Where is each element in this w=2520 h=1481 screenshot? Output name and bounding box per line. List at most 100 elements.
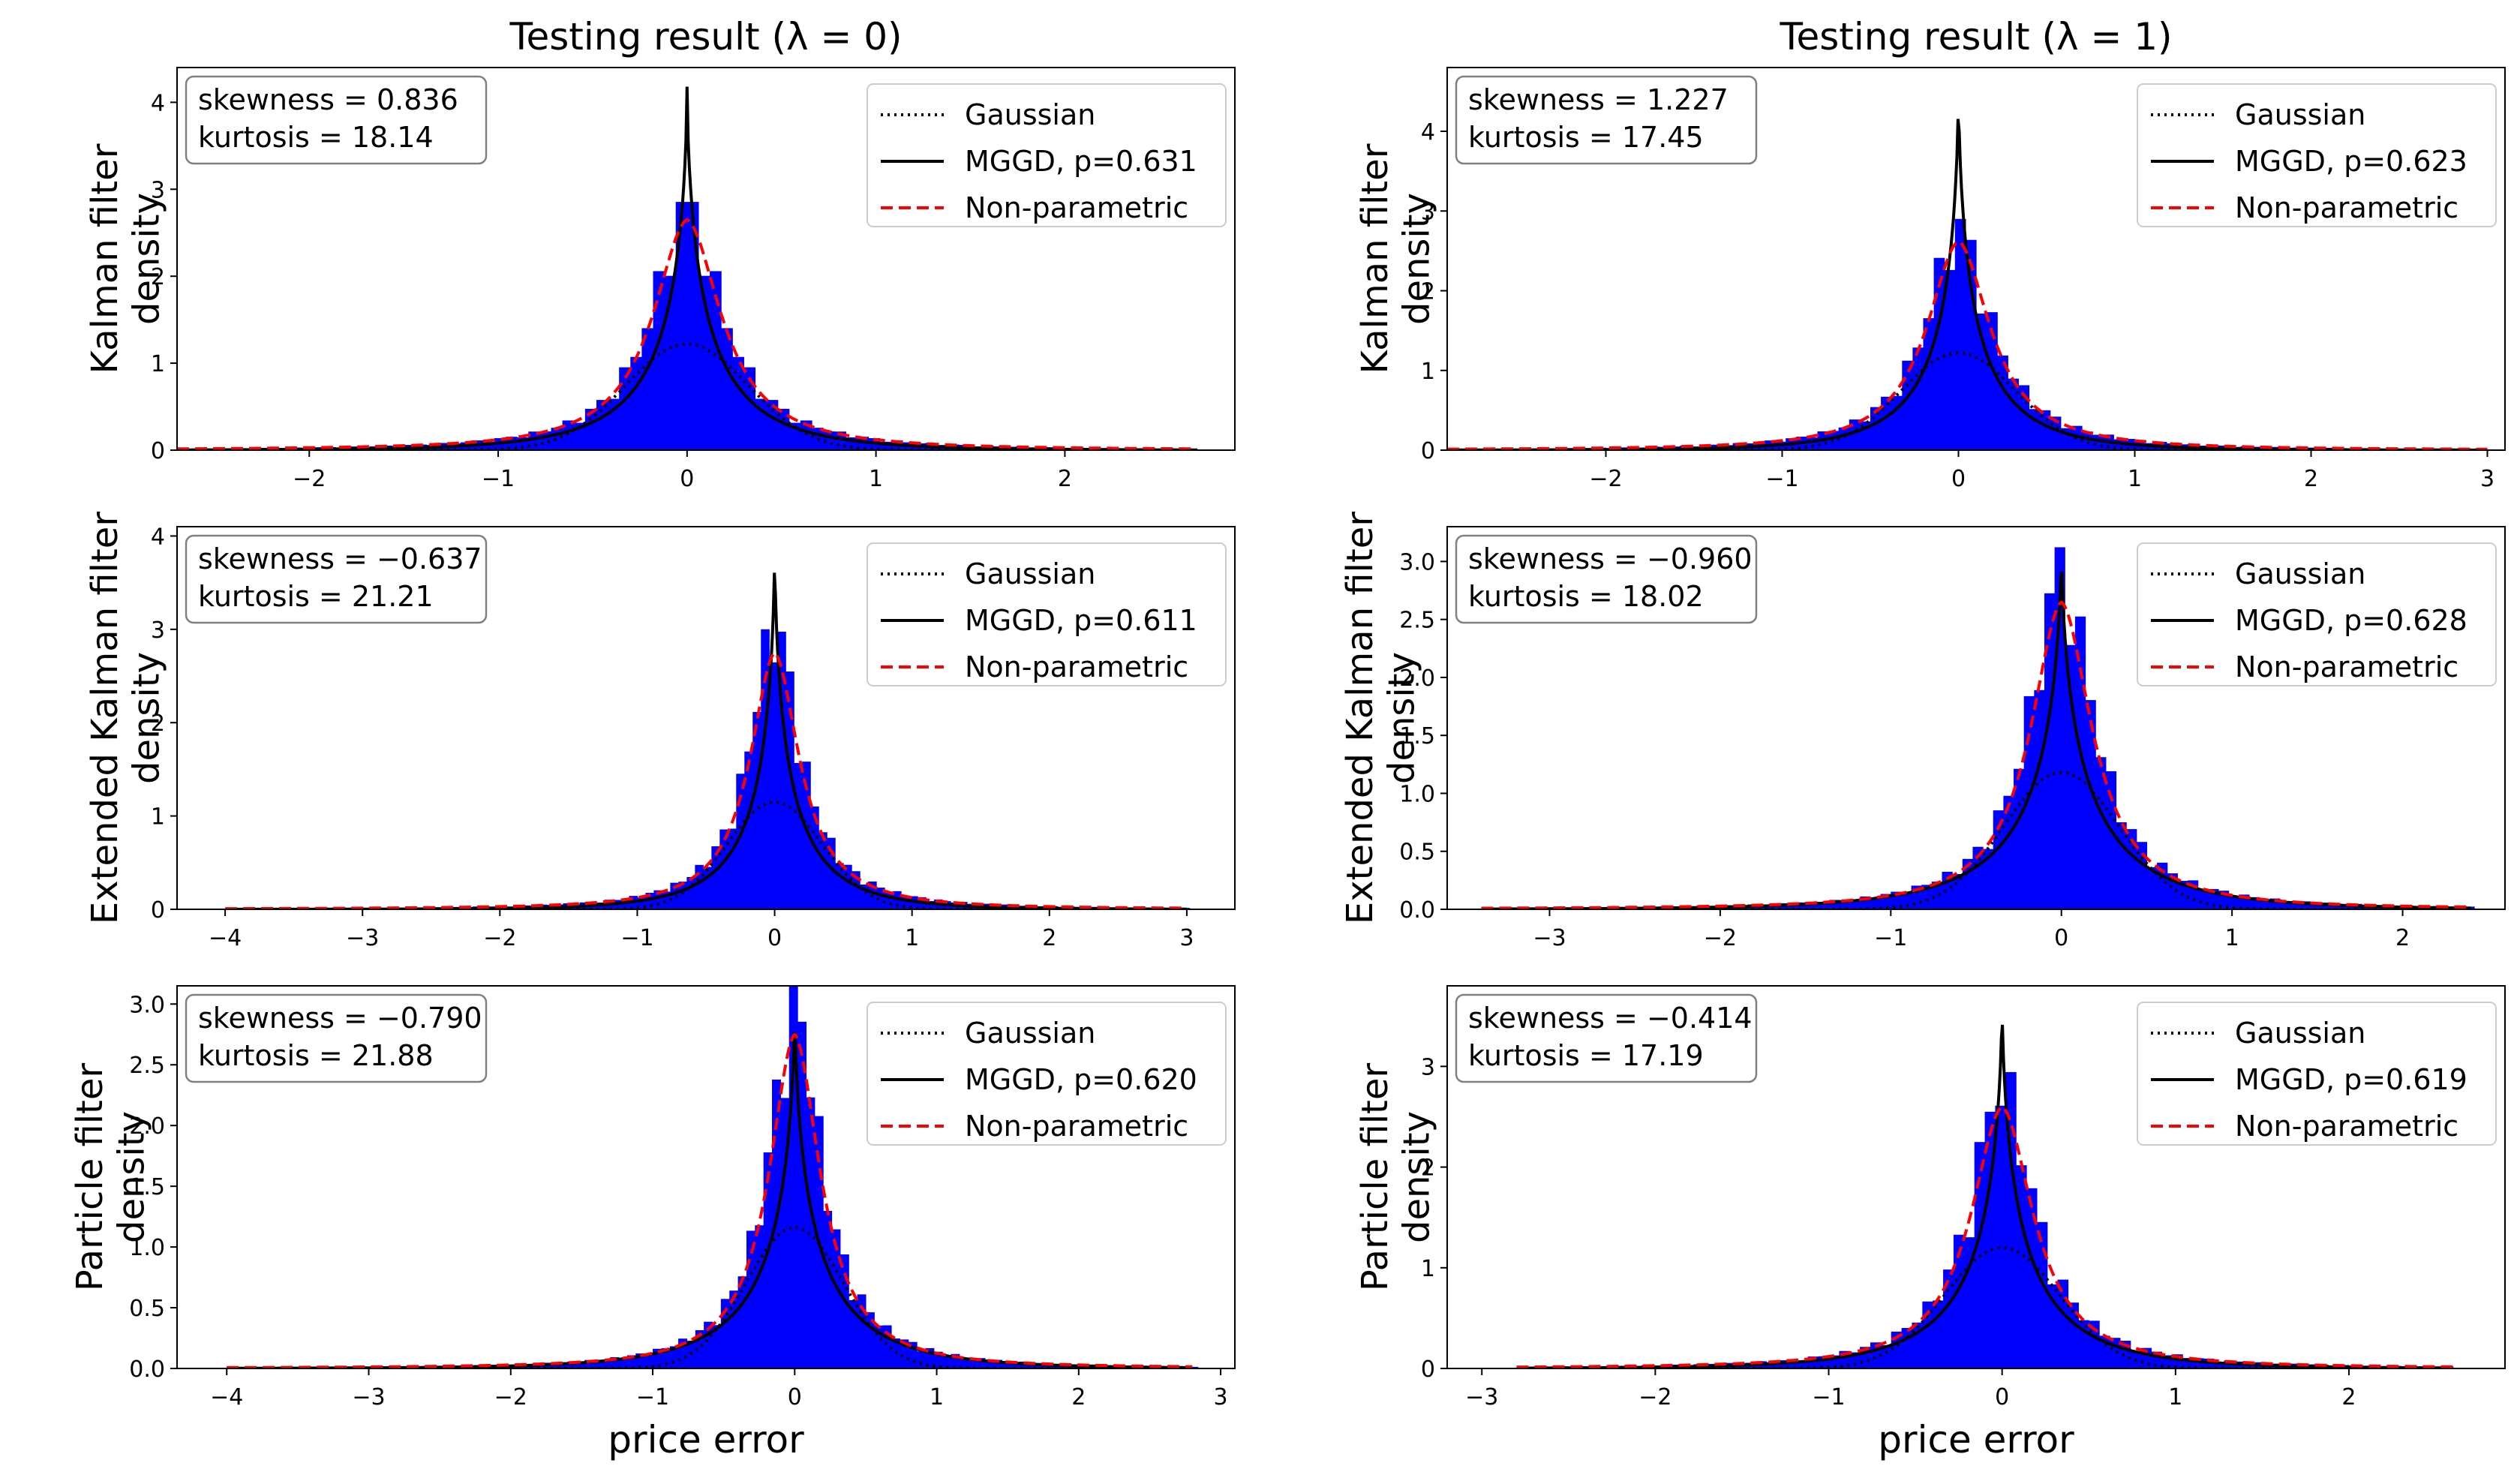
histogram-bar (678, 882, 687, 909)
y-axis-label-density: density (1395, 193, 1437, 325)
histogram-bar (664, 275, 677, 450)
histogram-bar (2300, 901, 2311, 909)
stats-box-frame (185, 75, 488, 165)
x-tick-label: −2 (1638, 1384, 1671, 1410)
x-tick-label: 1 (930, 1384, 944, 1410)
histogram-bar (712, 1325, 722, 1368)
stats-box: skewness = −0.960 kurtosis = 18.02 (1455, 534, 1758, 624)
y-tick-label: 0.5 (1399, 840, 1435, 866)
y-tick-label: 0.0 (1399, 897, 1435, 924)
histogram-bar (1953, 1234, 1965, 1368)
y-axis-label: Particle filterdensity (69, 1063, 152, 1292)
histogram-bar (2026, 1188, 2038, 1368)
x-axis-label: price error (608, 1418, 804, 1461)
legend-gaussian-label: Gaussian (965, 1017, 1095, 1050)
histogram-bar (984, 1361, 994, 1368)
legend-nonparametric-label: Non-parametric (965, 1110, 1188, 1143)
legend: Gaussian MGGD, p=0.631 Non-parametric (867, 83, 1227, 227)
histogram-bar (1931, 882, 1943, 909)
histogram-bar (1984, 1111, 1996, 1368)
stats-box: skewness = 1.227 kurtosis = 17.45 (1455, 75, 1758, 165)
nonparametric-curve (225, 650, 1187, 909)
histogram-bar (901, 896, 910, 909)
histogram-bar (1995, 1105, 2006, 1368)
histogram-bar (550, 1363, 560, 1368)
histogram-bar (1902, 360, 1913, 450)
histogram-bar (976, 1358, 986, 1368)
histogram-bar (641, 328, 654, 450)
histogram-bar (2095, 757, 2107, 909)
legend-gaussian-label: Gaussian (2235, 98, 2365, 131)
histogram-bar (737, 1276, 747, 1368)
legend-gaussian: Gaussian (2151, 98, 2365, 131)
legend-gaussian-label: Gaussian (2235, 1017, 2365, 1050)
histogram-bar (1797, 1360, 1809, 1368)
histogram-bar (686, 876, 695, 909)
legend-nonparametric: Non-parametric (881, 650, 1188, 683)
legend-frame (2137, 542, 2497, 686)
y-tick-label: 0.5 (129, 1296, 165, 1322)
histogram-bar (619, 367, 631, 450)
y-tick-label: 2 (1421, 279, 1435, 305)
histogram-bar (1849, 419, 1861, 450)
x-tick-label: −1 (1874, 925, 1907, 951)
y-tick-label: 1 (151, 804, 165, 831)
legend: Gaussian MGGD, p=0.611 Non-parametric (867, 542, 1227, 686)
y-tick-label: 2 (151, 264, 165, 290)
nonparametric-curve (227, 1033, 1193, 1368)
stats-box: skewness = −0.414 kurtosis = 17.19 (1455, 993, 1758, 1083)
skewness-text: skewness = −0.637 (198, 542, 482, 575)
histogram-bar (1922, 1301, 1933, 1368)
histogram-bar (528, 431, 541, 450)
legend-mggd: MGGD, p=0.623 (2151, 145, 2467, 178)
histogram-bar (777, 408, 790, 450)
histogram-bar (761, 629, 770, 909)
subplot-title: Testing result (λ = 1) (1779, 15, 2172, 59)
histogram-bar (831, 1229, 841, 1368)
x-tick-label: 1 (2128, 466, 2142, 492)
histogram-bar (933, 1351, 943, 1368)
y-axis-label-density: density (125, 652, 167, 784)
histogram-bar (2116, 822, 2127, 909)
density-curves (177, 86, 1197, 450)
histogram-bar (719, 829, 728, 909)
histogram-bar (827, 837, 836, 909)
x-tick-label: −2 (494, 1384, 527, 1410)
legend-mggd-label: MGGD, p=0.628 (2235, 604, 2467, 637)
x-tick-label: 0 (767, 925, 782, 951)
histogram-bar (1944, 269, 1956, 450)
x-tick-label: 3 (1179, 925, 1194, 951)
histogram-bar (797, 1021, 807, 1368)
x-tick-label: 0 (1951, 466, 1966, 492)
histogram-bar (675, 202, 688, 450)
histogram-bar (900, 1339, 909, 1368)
histogram-bar (637, 897, 647, 909)
histogram-bar (2290, 901, 2301, 909)
y-tick-label: 3 (1421, 199, 1435, 225)
histogram-bar (917, 1351, 927, 1368)
stats-box-frame (1455, 993, 1758, 1083)
skewness-text: skewness = −0.414 (1468, 1002, 1753, 1035)
legend-nonparametric-label: Non-parametric (2235, 650, 2458, 683)
histogram-bar (763, 1152, 773, 1368)
histogram-bar (885, 891, 894, 909)
histogram-bar (1993, 810, 2004, 909)
y-tick-label: 0 (1421, 438, 1435, 464)
histogram-bar (860, 885, 869, 909)
histogram-bar (593, 1359, 602, 1368)
histogram-bar (670, 882, 679, 909)
legend: Gaussian MGGD, p=0.623 Non-parametric (2137, 83, 2497, 227)
x-tick-label: 2 (1071, 1384, 1086, 1410)
legend-mggd-label: MGGD, p=0.611 (965, 604, 1197, 637)
axes-frame (176, 67, 1236, 451)
y-tick-label: 2.0 (1399, 665, 1435, 692)
histogram-bar (567, 1361, 577, 1368)
y-tick-label: 2 (151, 710, 165, 737)
y-tick-label: 2.5 (129, 1053, 165, 1079)
histogram-bar (2310, 903, 2321, 909)
legend-nonparametric: Non-parametric (881, 191, 1188, 224)
histogram-bar (1901, 1328, 1913, 1368)
legend-gaussian: Gaussian (881, 1017, 1095, 1050)
y-axis-label-method: Extended Kalman filter (1339, 512, 1381, 924)
